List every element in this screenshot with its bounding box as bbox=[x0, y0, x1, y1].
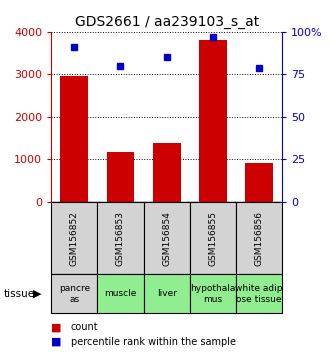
Text: GSM156855: GSM156855 bbox=[208, 211, 217, 266]
Text: GSM156852: GSM156852 bbox=[70, 211, 79, 266]
Bar bbox=[144, 202, 190, 274]
Text: white adip
ose tissue: white adip ose tissue bbox=[235, 284, 283, 303]
Text: muscle: muscle bbox=[104, 289, 137, 298]
Bar bbox=[51, 274, 97, 313]
Text: GSM156853: GSM156853 bbox=[116, 211, 125, 266]
Text: liver: liver bbox=[157, 289, 177, 298]
Title: GDS2661 / aa239103_s_at: GDS2661 / aa239103_s_at bbox=[75, 16, 259, 29]
Bar bbox=[97, 274, 144, 313]
Bar bbox=[199, 40, 227, 202]
Text: ■: ■ bbox=[51, 322, 62, 332]
Bar bbox=[153, 143, 181, 202]
Bar bbox=[236, 202, 282, 274]
Bar bbox=[51, 202, 97, 274]
Text: pancre
as: pancre as bbox=[59, 284, 90, 303]
Bar bbox=[97, 202, 144, 274]
Text: GSM156856: GSM156856 bbox=[254, 211, 264, 266]
Text: count: count bbox=[71, 322, 99, 332]
Bar bbox=[190, 202, 236, 274]
Bar bbox=[144, 274, 190, 313]
Bar bbox=[107, 152, 134, 202]
Text: GSM156854: GSM156854 bbox=[162, 211, 171, 266]
Text: ■: ■ bbox=[51, 337, 62, 347]
Bar bbox=[245, 163, 273, 202]
Text: percentile rank within the sample: percentile rank within the sample bbox=[71, 337, 236, 347]
Text: hypothala
mus: hypothala mus bbox=[190, 284, 236, 303]
Text: ▶: ▶ bbox=[33, 289, 42, 299]
Bar bbox=[236, 274, 282, 313]
Text: tissue: tissue bbox=[3, 289, 34, 299]
Bar bbox=[60, 76, 88, 202]
Bar bbox=[190, 274, 236, 313]
